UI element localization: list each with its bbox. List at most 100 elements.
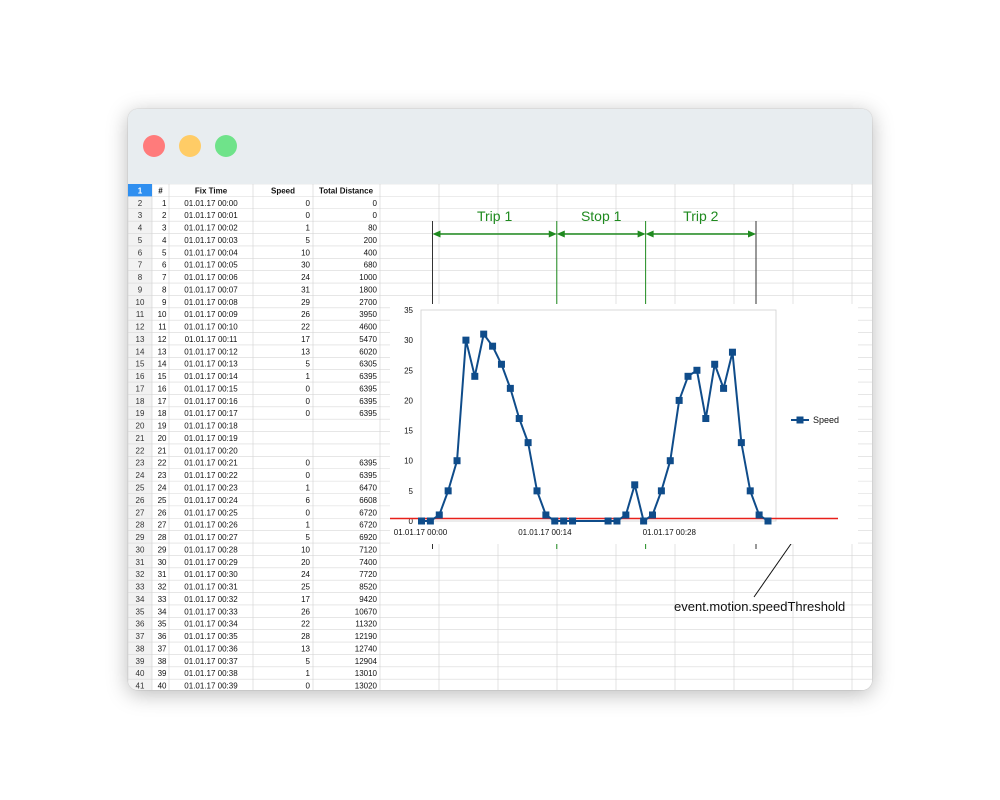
column-header: Fix Time bbox=[195, 186, 228, 195]
speed-data-point[interactable] bbox=[462, 336, 470, 344]
table-cell-total-distance: 680 bbox=[364, 261, 378, 270]
row-header: 20 bbox=[136, 422, 145, 431]
speed-data-point[interactable] bbox=[480, 330, 488, 338]
speed-data-point[interactable] bbox=[737, 439, 745, 447]
table-cell-index: 31 bbox=[158, 570, 167, 579]
table-cell-fix-time: 01.01.17 00:05 bbox=[184, 261, 238, 270]
table-cell-total-distance: 8520 bbox=[359, 583, 377, 592]
speed-data-point[interactable] bbox=[631, 481, 639, 489]
table-cell-speed: 26 bbox=[301, 607, 310, 616]
table-cell-speed: 1 bbox=[306, 484, 311, 493]
row-header: 35 bbox=[136, 607, 145, 616]
y-tick-label: 20 bbox=[404, 396, 413, 405]
table-cell-index: 10 bbox=[158, 310, 167, 319]
table-cell-speed: 0 bbox=[306, 409, 311, 418]
speed-data-point[interactable] bbox=[728, 348, 736, 356]
row-header: 34 bbox=[136, 595, 145, 604]
table-cell-fix-time: 01.01.17 00:02 bbox=[184, 224, 238, 233]
table-cell-fix-time: 01.01.17 00:12 bbox=[184, 347, 238, 356]
table-cell-fix-time: 01.01.17 00:25 bbox=[184, 508, 238, 517]
speed-data-point[interactable] bbox=[453, 457, 461, 465]
speed-data-point[interactable] bbox=[613, 517, 621, 525]
table-cell-total-distance: 5470 bbox=[359, 335, 377, 344]
speed-data-point[interactable] bbox=[746, 487, 754, 495]
row-header: 21 bbox=[136, 434, 145, 443]
y-tick-label: 15 bbox=[404, 427, 413, 436]
row-header: 16 bbox=[136, 372, 145, 381]
close-button[interactable] bbox=[143, 135, 165, 157]
row-header: 7 bbox=[138, 261, 143, 270]
speed-data-point[interactable] bbox=[569, 517, 577, 525]
table-cell-index: 32 bbox=[158, 583, 167, 592]
speed-data-point[interactable] bbox=[720, 384, 728, 392]
table-cell-fix-time: 01.01.17 00:04 bbox=[184, 248, 238, 257]
speed-data-point[interactable] bbox=[649, 511, 656, 519]
speed-data-point[interactable] bbox=[675, 396, 683, 404]
row-header: 19 bbox=[136, 409, 145, 418]
speed-data-point[interactable] bbox=[497, 360, 505, 368]
table-cell-fix-time: 01.01.17 00:11 bbox=[185, 335, 238, 344]
table-cell-total-distance: 11320 bbox=[355, 620, 377, 629]
table-cell-speed: 31 bbox=[301, 285, 310, 294]
table-cell-total-distance: 13020 bbox=[355, 682, 378, 690]
table-cell-total-distance: 400 bbox=[364, 248, 378, 257]
table-cell-fix-time: 01.01.17 00:37 bbox=[184, 657, 238, 666]
table-cell-index: 15 bbox=[158, 372, 167, 381]
speed-chart[interactable]: 0 5 10 15 20 25 30 35 01.01.17 00:00 01.01.17 00:… bbox=[390, 304, 858, 544]
column-header: # bbox=[158, 186, 163, 195]
speed-data-point[interactable] bbox=[666, 457, 674, 465]
table-cell-fix-time: 01.01.17 00:15 bbox=[184, 384, 238, 393]
speed-data-point[interactable] bbox=[418, 517, 425, 525]
legend-marker-icon bbox=[796, 416, 804, 424]
table-cell-index: 9 bbox=[162, 298, 167, 307]
table-cell-index: 37 bbox=[158, 644, 167, 653]
trip2-label: Trip 2 bbox=[683, 208, 718, 224]
speed-data-point[interactable] bbox=[702, 415, 710, 423]
speed-data-point[interactable] bbox=[604, 517, 612, 525]
speed-data-point[interactable] bbox=[506, 384, 514, 392]
speed-data-point[interactable] bbox=[560, 517, 568, 525]
speed-data-point[interactable] bbox=[640, 517, 648, 525]
table-cell-total-distance: 10670 bbox=[355, 607, 378, 616]
zoom-button[interactable] bbox=[215, 135, 237, 157]
speed-data-point[interactable] bbox=[755, 511, 763, 519]
speed-data-point[interactable] bbox=[533, 487, 541, 495]
row-header: 38 bbox=[136, 644, 145, 653]
speed-data-point[interactable] bbox=[764, 517, 772, 525]
table-cell-speed: 28 bbox=[301, 632, 310, 641]
speed-data-point[interactable] bbox=[489, 342, 497, 350]
table-cell-fix-time: 01.01.17 00:08 bbox=[184, 298, 238, 307]
x-tick-label: 01.01.17 00:00 bbox=[394, 528, 448, 537]
row-header: 27 bbox=[136, 508, 145, 517]
speed-data-point[interactable] bbox=[471, 372, 479, 380]
table-cell-speed: 1 bbox=[306, 224, 311, 233]
speed-data-point[interactable] bbox=[515, 415, 523, 423]
speed-data-point[interactable] bbox=[711, 360, 719, 368]
y-tick-label: 30 bbox=[404, 336, 413, 345]
speed-data-point[interactable] bbox=[542, 511, 550, 519]
speed-data-point[interactable] bbox=[684, 372, 692, 380]
speed-data-point[interactable] bbox=[435, 511, 443, 519]
minimize-button[interactable] bbox=[179, 135, 201, 157]
table-cell-index: 1 bbox=[162, 199, 167, 208]
table-cell-speed: 10 bbox=[301, 248, 310, 257]
speed-data-point[interactable] bbox=[524, 439, 532, 447]
speed-data-point[interactable] bbox=[426, 517, 434, 525]
speed-data-point[interactable] bbox=[622, 511, 630, 519]
speed-data-point[interactable] bbox=[693, 366, 701, 374]
table-cell-fix-time: 01.01.17 00:31 bbox=[184, 583, 238, 592]
spreadsheet[interactable]: 1 # Fix Time Speed Total Distance 2 1 01.01.17 … bbox=[128, 184, 872, 690]
speed-data-point[interactable] bbox=[444, 487, 452, 495]
table-cell-total-distance: 3950 bbox=[359, 310, 377, 319]
table-cell-index: 25 bbox=[158, 496, 167, 505]
row-header: 13 bbox=[136, 335, 145, 344]
table-cell-speed: 29 bbox=[301, 298, 310, 307]
speed-data-point[interactable] bbox=[551, 517, 559, 525]
table-cell-index: 7 bbox=[162, 273, 167, 282]
table-cell-total-distance: 2700 bbox=[359, 298, 377, 307]
speed-data-point[interactable] bbox=[657, 487, 665, 495]
chart-background bbox=[390, 304, 858, 544]
table-cell-fix-time: 01.01.17 00:38 bbox=[184, 669, 238, 678]
table-cell-total-distance: 1800 bbox=[359, 285, 377, 294]
